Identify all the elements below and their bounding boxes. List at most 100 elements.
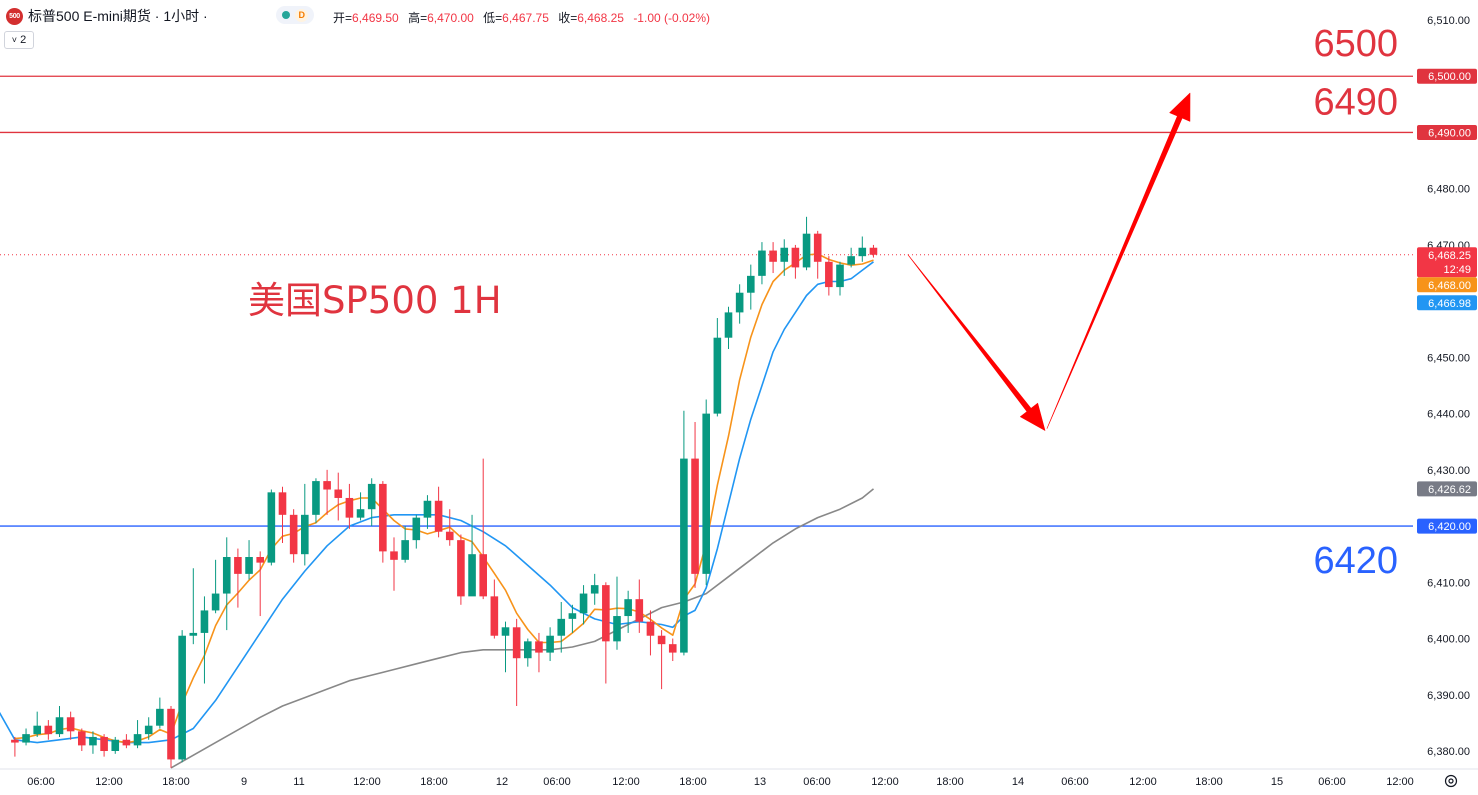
candle[interactable] bbox=[735, 284, 744, 324]
candle[interactable] bbox=[434, 486, 443, 538]
candle[interactable] bbox=[635, 579, 644, 633]
candle[interactable] bbox=[78, 728, 86, 751]
level-axis-badge[interactable]: 6,420.00 bbox=[1417, 518, 1477, 534]
candle[interactable] bbox=[791, 244, 800, 279]
candle-body bbox=[568, 613, 577, 619]
candle[interactable] bbox=[222, 537, 231, 631]
candle[interactable] bbox=[780, 239, 789, 276]
candle[interactable] bbox=[200, 596, 209, 684]
ma-fast-line[interactable] bbox=[14, 253, 874, 744]
price-badge-ma_fast[interactable]: 6,468.00 bbox=[1417, 277, 1477, 293]
price-badge-ma_mid[interactable]: 6,466.98 bbox=[1417, 295, 1477, 311]
candle[interactable] bbox=[390, 537, 398, 591]
candle[interactable] bbox=[100, 734, 108, 757]
candle[interactable] bbox=[802, 216, 811, 271]
candle[interactable] bbox=[479, 458, 487, 600]
candle[interactable] bbox=[524, 638, 532, 667]
candle[interactable] bbox=[412, 514, 421, 549]
candle[interactable] bbox=[256, 551, 264, 617]
candle[interactable] bbox=[646, 610, 655, 656]
candle[interactable] bbox=[133, 720, 142, 749]
candle[interactable] bbox=[122, 734, 131, 749]
chart-settings-gear-icon[interactable] bbox=[1444, 774, 1458, 788]
candle[interactable] bbox=[301, 483, 309, 566]
candle[interactable] bbox=[156, 697, 164, 729]
candle[interactable] bbox=[111, 736, 120, 754]
candle[interactable] bbox=[189, 568, 198, 645]
candle[interactable] bbox=[44, 720, 53, 740]
candle[interactable] bbox=[813, 230, 822, 279]
level-axis-badge[interactable]: 6,500.00 bbox=[1417, 68, 1477, 84]
candle[interactable] bbox=[144, 717, 153, 740]
candle[interactable] bbox=[668, 638, 677, 662]
candle[interactable] bbox=[579, 585, 588, 625]
candle[interactable] bbox=[22, 728, 30, 746]
candle[interactable] bbox=[825, 256, 833, 296]
price-badge-ma_slow[interactable]: 6,426.62 bbox=[1417, 481, 1477, 497]
candle[interactable] bbox=[468, 514, 476, 597]
candle[interactable] bbox=[501, 621, 510, 673]
candle[interactable] bbox=[657, 630, 666, 690]
candle[interactable] bbox=[858, 236, 867, 262]
candle[interactable] bbox=[512, 618, 521, 707]
candle[interactable] bbox=[769, 242, 777, 274]
candle[interactable] bbox=[89, 731, 97, 754]
candle[interactable] bbox=[66, 711, 75, 740]
candle[interactable] bbox=[724, 306, 733, 349]
candle[interactable] bbox=[490, 579, 499, 639]
candle[interactable] bbox=[602, 582, 610, 684]
candle[interactable] bbox=[167, 706, 175, 768]
price-badge-last[interactable]: 6,468.25 12:49 bbox=[1417, 247, 1477, 278]
level-big-label: 6420 bbox=[1313, 540, 1398, 582]
candle[interactable] bbox=[345, 483, 354, 529]
candle[interactable] bbox=[267, 489, 276, 566]
candle[interactable] bbox=[55, 706, 64, 737]
candle-body bbox=[156, 708, 164, 726]
candle[interactable] bbox=[847, 247, 855, 268]
candle[interactable] bbox=[613, 576, 621, 650]
level-big-label: 6490 bbox=[1313, 81, 1398, 123]
candle[interactable] bbox=[546, 627, 554, 662]
candle[interactable] bbox=[11, 736, 19, 757]
symbol-title[interactable]: 标普500 E-mini期货 · 1小时 · bbox=[28, 8, 208, 24]
candle[interactable] bbox=[691, 422, 699, 588]
candle[interactable] bbox=[713, 318, 722, 417]
candle[interactable] bbox=[289, 509, 298, 563]
candle[interactable] bbox=[401, 526, 409, 563]
candle[interactable] bbox=[445, 509, 454, 546]
candle[interactable] bbox=[245, 540, 253, 580]
candle[interactable] bbox=[211, 559, 220, 614]
candle[interactable] bbox=[379, 481, 387, 563]
ma-slow-line[interactable] bbox=[170, 488, 875, 769]
candle[interactable] bbox=[557, 601, 566, 653]
market-status-pill[interactable]: D bbox=[276, 6, 314, 24]
candle[interactable] bbox=[568, 604, 577, 633]
candle[interactable] bbox=[178, 630, 186, 763]
candle[interactable] bbox=[323, 469, 331, 515]
candle[interactable] bbox=[356, 492, 365, 521]
candle[interactable] bbox=[747, 264, 755, 310]
candle[interactable] bbox=[702, 399, 710, 586]
candle[interactable] bbox=[234, 548, 242, 608]
candle-body bbox=[167, 708, 175, 760]
forecast-arrow-down[interactable] bbox=[907, 254, 1046, 431]
candle[interactable] bbox=[457, 534, 465, 605]
candle[interactable] bbox=[836, 261, 844, 296]
candle[interactable] bbox=[312, 478, 320, 524]
candle[interactable] bbox=[423, 495, 432, 529]
level-axis-badge[interactable]: 6,490.00 bbox=[1417, 124, 1477, 140]
candle[interactable] bbox=[367, 478, 376, 527]
candle[interactable] bbox=[680, 410, 688, 656]
candle[interactable] bbox=[33, 711, 41, 737]
candle[interactable] bbox=[535, 632, 543, 673]
candle[interactable] bbox=[334, 472, 343, 521]
candle[interactable] bbox=[869, 244, 878, 258]
forecast-arrow-up[interactable] bbox=[1046, 92, 1191, 429]
candle[interactable] bbox=[758, 242, 766, 285]
candle[interactable] bbox=[590, 573, 599, 605]
candle[interactable] bbox=[624, 590, 632, 633]
candle[interactable] bbox=[278, 486, 287, 543]
indicators-toggle-button[interactable]: ˅ 2 bbox=[4, 31, 34, 49]
